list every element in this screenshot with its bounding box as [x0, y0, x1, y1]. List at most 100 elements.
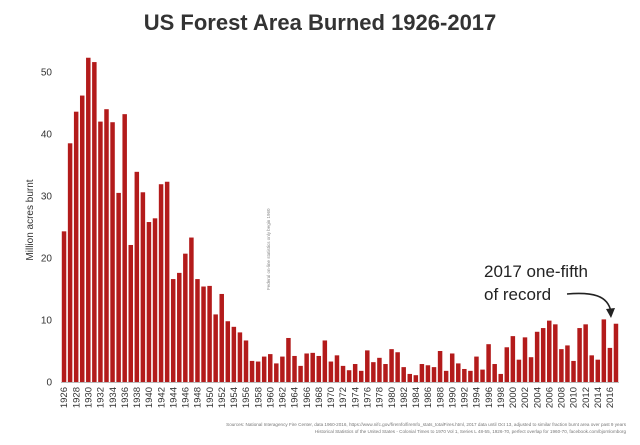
bar-1947: [189, 237, 194, 382]
x-tick-label: 1938: [132, 387, 143, 408]
x-tick-label: 1948: [193, 387, 204, 408]
bar-1993: [468, 370, 473, 382]
x-tick-label: 2014: [593, 387, 604, 408]
bar-1996: [486, 344, 491, 382]
bar-1949: [201, 286, 206, 382]
x-tick-label: 1936: [120, 387, 131, 408]
bar-1944: [170, 279, 176, 382]
bar-1976: [365, 350, 370, 382]
bar-1988: [437, 351, 443, 382]
annotation-line-1: 2017 one-fifth: [484, 262, 588, 281]
bar-1957: [249, 360, 255, 382]
x-tick-label: 1952: [217, 387, 228, 408]
bar-1968: [316, 355, 322, 382]
bar-1972: [340, 365, 346, 382]
x-tick-label: 2000: [508, 387, 519, 408]
y-tick-label: 40: [41, 130, 53, 141]
bar-1948: [195, 279, 200, 382]
x-tick-label: 2012: [581, 387, 592, 408]
bar-1951: [213, 314, 218, 382]
x-tick-label: 1968: [314, 387, 325, 408]
x-tick-label: 2008: [557, 387, 568, 408]
bar-1999: [504, 347, 510, 382]
x-tick-label: 1970: [326, 387, 337, 408]
bar-1977: [371, 362, 376, 382]
x-tick-label: 1974: [350, 387, 361, 408]
x-tick-label: 1926: [59, 387, 70, 408]
x-tick-label: 1982: [399, 387, 410, 408]
bar-1962: [280, 356, 285, 382]
y-axis-ticks: 0 10 20 30 40 50: [41, 68, 53, 389]
vertical-note: Federal on-line statistics only begin 19…: [266, 208, 271, 290]
x-tick-label: 2010: [569, 387, 580, 408]
bar-1992: [462, 368, 467, 382]
y-tick-label: 50: [41, 68, 53, 79]
bar-2005: [540, 328, 546, 382]
bar-2010: [571, 360, 576, 382]
bar-1971: [334, 355, 340, 382]
bar-1942: [158, 184, 164, 382]
x-tick-label: 1960: [265, 387, 276, 408]
annotation-arrow: [566, 292, 612, 313]
bar-1986: [425, 365, 431, 382]
annotation-line-2: of record: [484, 285, 551, 304]
bar-1978: [377, 357, 382, 382]
bar-1973: [346, 370, 352, 382]
x-tick-label: 1984: [411, 387, 422, 408]
bar-2008: [559, 349, 564, 382]
bar-1979: [383, 364, 388, 382]
bar-2000: [510, 336, 516, 382]
bar-1928: [73, 111, 79, 383]
x-tick-label: 1942: [156, 387, 167, 408]
bar-1932: [98, 121, 103, 382]
chart-title: US Forest Area Burned 1926-2017: [144, 10, 497, 35]
bar-1969: [322, 340, 328, 382]
bar-1982: [401, 367, 406, 382]
x-tick-label: 1954: [229, 387, 240, 408]
x-tick-label: 1956: [241, 387, 252, 408]
x-tick-label: 1940: [144, 387, 155, 408]
x-tick-label: 2002: [520, 387, 531, 408]
x-tick-label: 1996: [484, 387, 495, 408]
bar-1980: [389, 349, 394, 382]
bar-1981: [395, 352, 400, 382]
bar-1987: [431, 367, 437, 382]
bar-2001: [516, 359, 522, 382]
bar-1984: [413, 375, 419, 382]
x-tick-label: 1962: [278, 387, 289, 408]
x-tick-label: 1944: [168, 387, 179, 408]
bar-1991: [456, 363, 461, 382]
x-tick-label: 1932: [96, 387, 107, 408]
x-tick-label: 1930: [83, 387, 94, 408]
bar-1989: [443, 370, 449, 382]
bar-1934: [110, 122, 115, 382]
x-tick-label: 1980: [387, 387, 398, 408]
y-axis-label: Million acres burnt: [25, 179, 36, 260]
bar-1966: [304, 353, 309, 382]
bar-1970: [328, 361, 334, 382]
x-tick-label: 1972: [338, 387, 349, 408]
bar-2016: [607, 347, 613, 382]
bar-2011: [577, 328, 582, 382]
bar-1938: [134, 171, 140, 382]
bar-2002: [522, 337, 528, 382]
bar-1936: [122, 114, 127, 382]
bar-1937: [128, 244, 133, 382]
bar-1958: [255, 361, 261, 382]
bar-2013: [589, 355, 594, 382]
bar-1952: [219, 293, 224, 382]
x-tick-label: 1976: [362, 387, 373, 408]
bar-1995: [480, 369, 485, 382]
bar-1975: [358, 370, 364, 382]
bar-1990: [449, 353, 455, 382]
bar-1933: [104, 109, 109, 382]
bar-1943: [164, 181, 170, 382]
x-axis-ticks: 1926 1928 1930 1932 1934 1936 1938 1940 1942 1944…: [59, 387, 616, 408]
bar-1950: [207, 285, 212, 382]
bars-group: [61, 57, 619, 383]
bar-1940: [146, 222, 152, 382]
bar-1974: [352, 364, 358, 382]
bar-1945: [177, 272, 182, 382]
bar-2007: [553, 324, 558, 382]
